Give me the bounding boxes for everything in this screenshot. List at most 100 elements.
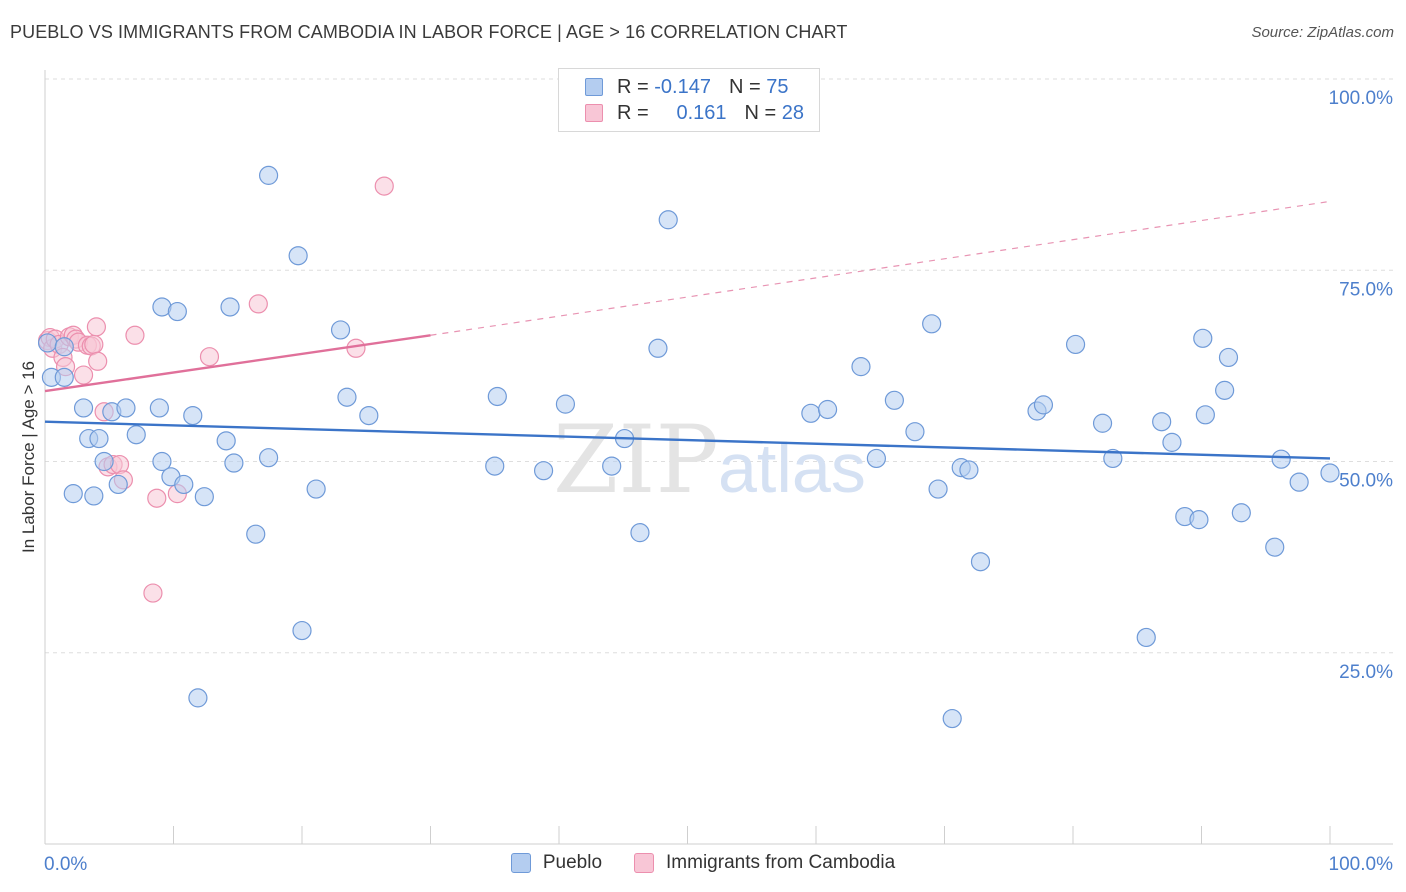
grid (45, 78, 1393, 654)
pueblo-point-49 (905, 422, 925, 442)
pueblo-point-35 (485, 456, 505, 476)
legend-item-pueblo: Pueblo (510, 852, 603, 874)
legend-swatch-cambodia (634, 853, 655, 873)
x-tick-label-max: 100.0% (1329, 854, 1394, 875)
pueblo-point-72 (1271, 449, 1291, 469)
cambodia-point-14 (84, 334, 104, 355)
pueblo-point-15 (152, 451, 172, 472)
pueblo-point-51 (928, 479, 948, 499)
cambodia-r-value: 0.161 (676, 101, 727, 124)
y-tick-label-0: 25.0% (1339, 662, 1393, 683)
cambodia-swatch (585, 104, 603, 122)
pueblo-point-26 (246, 524, 266, 544)
pueblo-point-0 (37, 333, 58, 353)
pueblo-points (37, 165, 1340, 729)
cambodia-point-23 (143, 583, 163, 603)
pueblo-n-label: N = (728, 75, 761, 98)
stats-row-pueblo: R = -0.147 N = 75 (585, 74, 788, 100)
pueblo-r-label: R = (617, 75, 649, 98)
legend-label-cambodia: Immigrants from Cambodia (666, 852, 896, 873)
y-tick-label-2: 75.0% (1339, 279, 1393, 300)
pueblo-point-73 (1289, 472, 1309, 492)
x-tick-labels: 0.0% 100.0% (44, 854, 1393, 875)
pueblo-point-69 (1218, 347, 1239, 368)
cambodia-trend-extension (430, 200, 1331, 336)
pueblo-point-44 (801, 403, 821, 423)
cambodia-n-value: 28 (781, 101, 805, 124)
pueblo-point-65 (1189, 510, 1209, 530)
pueblo-point-24 (220, 297, 240, 317)
pueblo-point-23 (216, 431, 236, 451)
cambodia-point-27 (248, 294, 268, 314)
cambodia-point-29 (374, 176, 394, 196)
pueblo-point-19 (174, 474, 194, 495)
pueblo-n-value: 75 (766, 75, 789, 98)
pueblo-point-46 (851, 357, 871, 377)
legend-label-pueblo: Pueblo (542, 852, 603, 873)
cambodia-point-15 (86, 317, 107, 337)
pueblo-point-32 (330, 320, 351, 340)
axes (44, 70, 1393, 845)
cambodia-point-22 (125, 325, 145, 345)
pueblo-point-27 (258, 448, 279, 468)
pueblo-point-58 (1065, 334, 1086, 355)
pueblo-point-38 (555, 394, 576, 414)
pueblo-point-61 (1136, 627, 1156, 648)
cambodia-point-24 (147, 488, 167, 508)
pueblo-point-42 (648, 338, 668, 358)
pueblo-point-52 (942, 708, 962, 729)
chart-title: PUEBLO VS IMMIGRANTS FROM CAMBODIA IN LA… (10, 22, 848, 42)
stats-row-cambodia: R = 0.161 N = 28 (585, 100, 804, 126)
pueblo-point-37 (533, 461, 554, 481)
cambodia-n-label: N = (744, 101, 777, 124)
pueblo-point-34 (359, 406, 379, 426)
cambodia-point-11 (73, 365, 94, 385)
pueblo-point-62 (1152, 412, 1172, 432)
pueblo-point-45 (817, 399, 838, 420)
pueblo-point-22 (194, 487, 214, 507)
y-tick-label-1: 50.0% (1339, 471, 1393, 492)
pueblo-point-7 (84, 486, 104, 506)
pueblo-point-30 (292, 620, 312, 641)
pueblo-point-71 (1265, 537, 1285, 557)
pueblo-point-43 (658, 210, 678, 230)
pueblo-swatch (585, 78, 603, 96)
pueblo-point-57 (1033, 395, 1054, 415)
pueblo-point-36 (487, 386, 507, 407)
pueblo-point-63 (1162, 432, 1182, 452)
pueblo-point-9 (94, 451, 114, 472)
pueblo-point-8 (89, 428, 109, 449)
pueblo-point-74 (1320, 463, 1340, 483)
pueblo-point-3 (54, 337, 74, 357)
cambodia-points (37, 176, 394, 603)
pueblo-point-29 (288, 246, 308, 266)
pueblo-point-12 (116, 398, 136, 418)
pueblo-point-14 (149, 398, 169, 418)
pueblo-point-39 (602, 456, 622, 476)
pueblo-point-59 (1092, 413, 1113, 433)
x-tick-label-min: 0.0% (44, 854, 87, 875)
pueblo-point-28 (258, 165, 279, 185)
cambodia-point-16 (88, 351, 108, 371)
watermark-zip: ZIP (553, 406, 719, 515)
pueblo-point-41 (630, 523, 650, 543)
pueblo-point-11 (108, 474, 128, 495)
x-tick-marks (173, 826, 1331, 844)
pueblo-point-33 (337, 387, 357, 407)
pueblo-point-18 (167, 301, 187, 322)
legend-swatch-pueblo (510, 853, 531, 873)
pueblo-point-2 (54, 367, 74, 387)
cambodia-trend-line (44, 334, 431, 393)
cambodia-point-26 (199, 347, 220, 367)
pueblo-point-31 (306, 479, 326, 499)
pueblo-point-25 (224, 453, 244, 473)
pueblo-point-21 (188, 688, 208, 708)
pueblo-point-60 (1103, 448, 1123, 469)
series-legend: Pueblo Immigrants from Cambodia (0, 852, 1406, 874)
y-axis-label: In Labor Force | Age > 16 (19, 361, 38, 553)
pueblo-trend-line (44, 420, 1331, 460)
cambodia-r-label: R = (617, 101, 649, 124)
legend-item-cambodia: Immigrants from Cambodia (634, 852, 895, 874)
pueblo-point-4 (63, 484, 83, 504)
